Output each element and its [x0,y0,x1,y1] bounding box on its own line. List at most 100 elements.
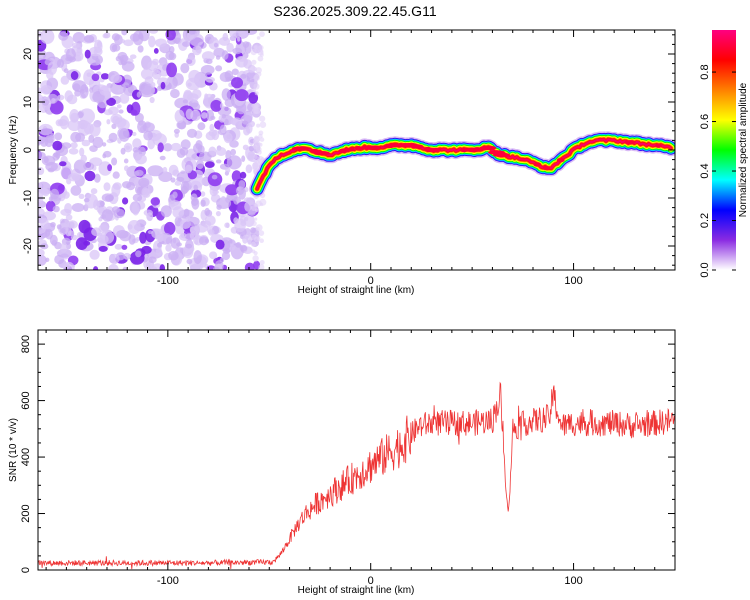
noise-blob [52,205,60,213]
noise-blob [226,155,242,170]
noise-blob [109,253,120,265]
noise-blob [168,52,177,61]
noise-blob [200,191,206,197]
noise-blob [188,69,201,83]
noise-blob [150,197,160,206]
noise-blob [215,211,221,217]
track-hotspot [338,148,350,153]
noise-blob [255,67,262,74]
noise-blob [132,193,143,202]
noise-blob [111,206,120,213]
noise-blob [38,136,42,142]
noise-blob [182,99,188,104]
noise-blob [204,238,210,244]
noise-blob [219,102,224,109]
snr-plot-area [38,330,675,570]
noise-blob [38,182,43,189]
noise-blob [241,155,246,162]
noise-blob [105,194,114,202]
noise-blob [254,203,258,208]
noise-blob [111,157,118,166]
y-tick-label: 800 [20,335,32,353]
noise-blob [209,123,215,132]
colorbar: 0.0 0.2 0.4 0.6 0.8 Normalized spectral ampl… [699,30,749,278]
noise-blob [143,130,153,141]
track-hotspot [542,165,551,171]
noise-blob [239,244,248,252]
noise-blob [149,96,155,104]
noise-blob [77,120,82,125]
snr-panel: -100 0 100 0 200 400 600 800 Height of straight… [8,329,676,596]
noise-blob [89,249,100,260]
y-tick-label: 0 [22,147,34,153]
noise-blob [116,104,122,109]
noise-blob [223,132,233,144]
noise-blob [127,84,134,94]
noise-blob [209,251,218,260]
noise-blob [138,177,150,188]
noise-blob [110,113,123,125]
noise-blob [60,75,70,85]
noise-blob [59,228,66,234]
noise-blob [166,62,178,78]
noise-blob [90,188,98,195]
noise-blob [254,91,259,96]
noise-blob [84,170,96,182]
spectrogram-ylabel: Frequency (Hz) [8,116,19,185]
noise-blob [244,262,255,270]
track-hotspot [556,157,565,163]
noise-blob [213,42,219,48]
figure-title: S236.2025.309.22.45.G11 [273,3,436,19]
noise-blob [73,159,87,174]
noise-blob [65,214,73,221]
noise-blob [200,199,206,207]
noise-blob [204,207,210,216]
noise-blob [103,182,111,192]
noise-blob [38,191,44,201]
noise-blob [180,63,190,74]
x-tick-label: 100 [564,275,582,287]
noise-blob [79,108,95,125]
noise-blob [132,131,137,137]
noise-blob [139,231,147,244]
noise-blob [59,115,70,130]
noise-blob [75,132,86,142]
noise-blob [58,184,65,191]
noise-blob [256,36,261,40]
noise-blob [193,143,203,154]
noise-blob [235,242,242,248]
noise-blob [51,98,56,104]
noise-blob [140,68,154,80]
noise-blob [258,133,263,139]
noise-blob [163,143,173,152]
noise-blob [45,134,55,144]
noise-blob [253,154,258,160]
noise-blob [170,142,182,152]
noise-blob [259,121,267,128]
noise-blob [132,138,142,150]
noise-blob [251,103,256,108]
track-hotspot [387,143,401,148]
noise-blob [215,147,227,156]
noise-blob [107,164,112,172]
noise-blob [119,93,130,104]
spectrogram-xlabel: Height of straight line (km) [298,285,415,296]
noise-blob [157,242,162,248]
y-tick-label: 400 [20,448,32,466]
colorbar-label: Normalized spectral amplitude [738,82,749,217]
noise-blob [201,51,215,62]
noise-blob [191,89,202,99]
noise-blob [75,237,88,251]
noise-blob [253,45,258,50]
noise-blob [185,216,191,222]
noise-blob [238,180,246,189]
noise-blob [93,173,101,183]
noise-blob [122,197,129,205]
noise-blob [248,92,259,104]
noise-blob [258,45,264,51]
noise-blob [225,184,240,196]
noise-blob [208,146,217,156]
noise-blob [255,146,262,153]
